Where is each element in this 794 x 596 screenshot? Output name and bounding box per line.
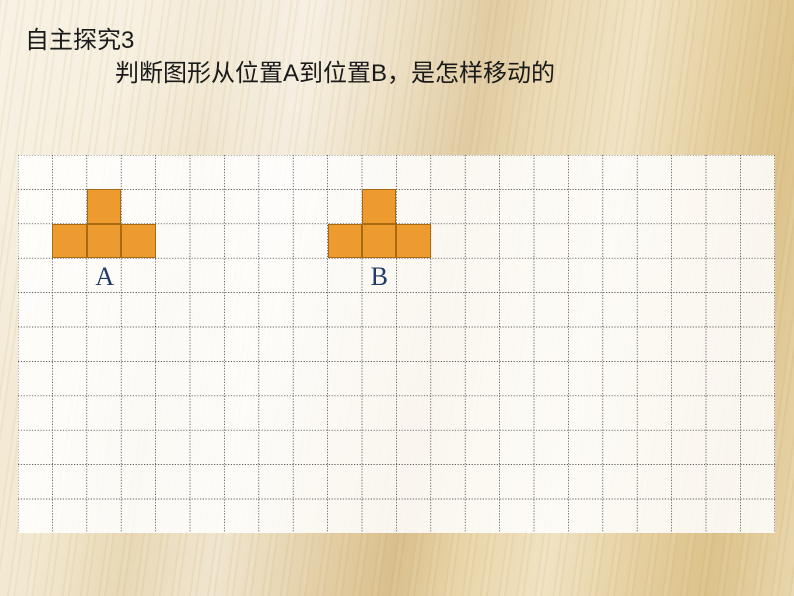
shape-b-cell — [362, 224, 396, 258]
shape-b-cell — [396, 224, 430, 258]
grid-area: A B — [18, 155, 775, 533]
shape-a-cell — [87, 224, 121, 258]
label-b: B — [371, 262, 388, 292]
shape-a-cell — [121, 224, 155, 258]
label-a: A — [95, 262, 114, 292]
shape-a-cell — [87, 189, 121, 223]
grid-lines — [18, 155, 775, 533]
shape-b-cell — [328, 224, 362, 258]
heading-line1: 自主探究3 — [25, 20, 134, 55]
shape-a-cell — [52, 224, 86, 258]
shape-b-cell — [362, 189, 396, 223]
heading-line2: 判断图形从位置A到位置B，是怎样移动的 — [115, 53, 555, 88]
slide: 自主探究3 判断图形从位置A到位置B，是怎样移动的 A B — [0, 0, 794, 596]
